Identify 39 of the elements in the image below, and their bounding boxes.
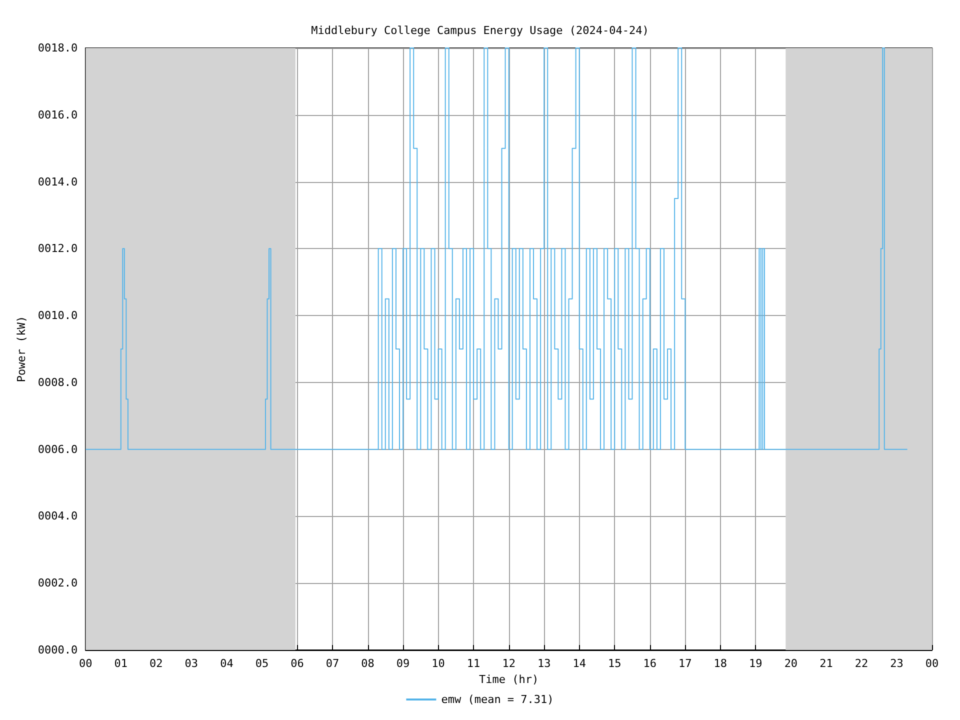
x-axis-title: Time (hr) (479, 672, 539, 686)
x-tick-label: 01 (114, 657, 128, 670)
x-tick-label: 19 (749, 657, 762, 670)
x-tick-label: 00 (925, 657, 939, 670)
x-tick-label: 14 (572, 657, 586, 670)
x-tick-label: 07 (326, 657, 340, 670)
y-tick-label: 0008.0 (38, 376, 78, 389)
x-tick-label: 04 (220, 657, 234, 670)
x-tick-label: 00 (79, 657, 92, 670)
x-tick-label: 12 (502, 657, 516, 670)
x-tick-label: 18 (714, 657, 728, 670)
y-tick-label: 0002.0 (38, 576, 78, 590)
x-tick-label: 22 (854, 657, 868, 670)
y-tick-label: 0012.0 (38, 242, 78, 256)
x-tick-label: 11 (466, 657, 480, 670)
x-tick-label: 05 (255, 657, 269, 670)
y-tick-label: 0014.0 (38, 175, 78, 188)
x-tick-label: 13 (537, 657, 551, 670)
y-tick-label: 0000.0 (38, 644, 78, 656)
x-tick-label: 23 (890, 657, 904, 670)
x-tick-label: 03 (184, 657, 198, 670)
y-tick-label: 0006.0 (38, 442, 78, 456)
y-tick-label: 0018.0 (38, 42, 78, 54)
x-tick-label: 06 (290, 657, 304, 670)
x-tick-label: 17 (678, 657, 692, 670)
x-tick-label: 15 (608, 657, 622, 670)
x-tick-label: 16 (643, 657, 657, 670)
chart-title: Middlebury College Campus Energy Usage (2024-04-24) (311, 24, 649, 37)
x-tick-label: 08 (361, 657, 374, 670)
y-axis-title: Power (kW) (15, 316, 28, 382)
y-tick-label: 0010.0 (38, 309, 78, 322)
y-tick-label: 0016.0 (38, 108, 78, 122)
legend-label: emw (mean = 7.31) (441, 693, 554, 706)
y-tick-label: 0004.0 (38, 510, 78, 523)
x-tick-label: 20 (784, 657, 798, 670)
x-tick-label: 02 (150, 657, 163, 670)
x-tick-label: 21 (820, 657, 833, 670)
x-tick-label: 09 (396, 657, 410, 670)
x-tick-label: 10 (432, 657, 445, 670)
